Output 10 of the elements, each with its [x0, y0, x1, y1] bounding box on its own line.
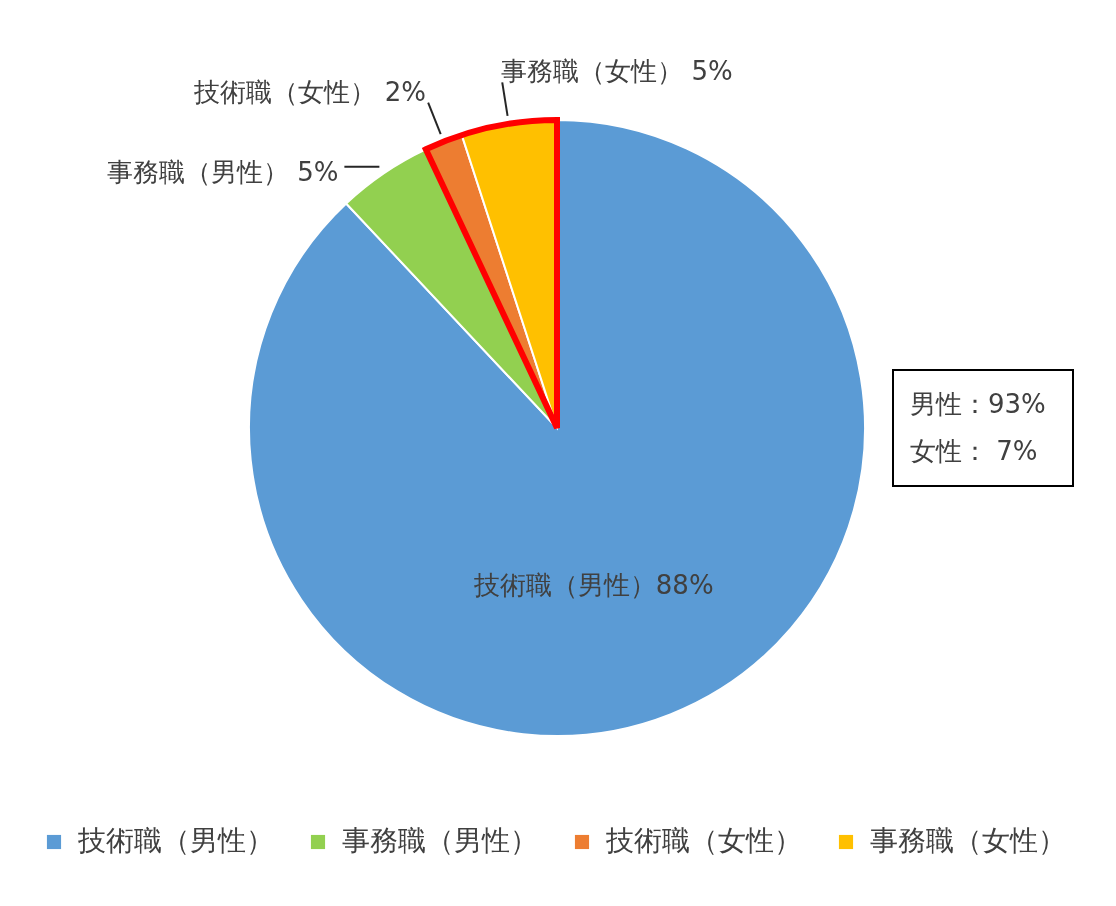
data-label: 事務職（女性） 5%	[501, 56, 733, 87]
text: 男性：93%	[910, 388, 1046, 419]
legend-label: 技術職（女性）	[605, 824, 802, 857]
data-label: 技術職（女性） 2%	[193, 77, 426, 107]
data-label: 事務職（男性） 5%	[106, 156, 339, 187]
data-label: 技術職（男性）88%	[472, 570, 714, 601]
legend-label: 事務職（女性）	[870, 824, 1066, 857]
legend-label: 事務職（男性）	[342, 824, 538, 857]
text: 女性： 7%	[910, 435, 1038, 466]
legend-label: 技術職（男性）	[77, 824, 274, 857]
